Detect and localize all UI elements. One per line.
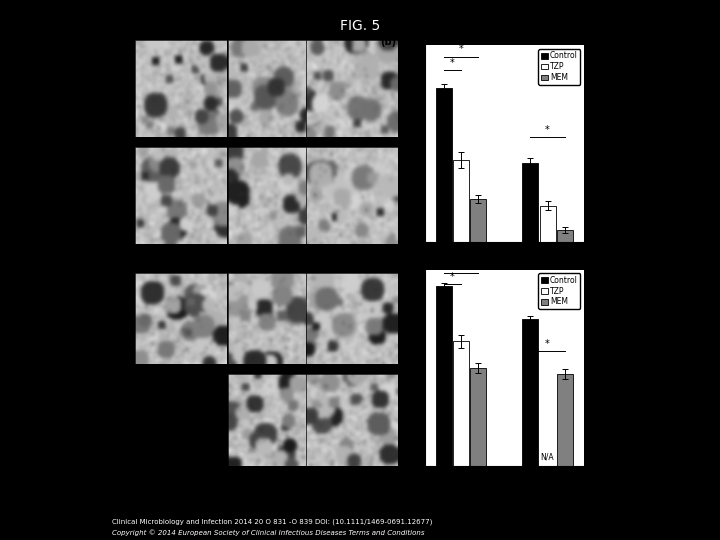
Text: *: * [459,261,463,271]
Text: 84 h: 84 h [119,419,138,428]
Text: *: * [545,339,550,349]
Legend: Control, TZP, MEM: Control, TZP, MEM [539,49,580,85]
Text: N/A: N/A [171,419,187,428]
Text: (b): (b) [380,37,396,48]
Bar [522,319,538,465]
Text: Control: Control [163,265,196,274]
Text: *: * [450,272,454,282]
Text: 36 h: 36 h [119,319,138,328]
Text: TZP: TZP [260,265,276,274]
Text: (a): (a) [114,31,130,41]
Text: MEM: MEM [340,265,361,274]
Text: (c): (c) [114,265,130,275]
Text: FIG. 5: FIG. 5 [340,19,380,33]
Text: Copyright © 2014 European Society of Clinical Infectious Diseases Terms and Cond: Copyright © 2014 European Society of Cli… [112,529,424,536]
Text: 36 h: 36 h [119,92,138,101]
Bar [453,160,469,241]
Text: TZP: TZP [260,31,276,40]
Text: *: * [545,125,550,134]
Text: (d): (d) [380,262,396,272]
Text: MEM: MEM [340,31,361,40]
Bar [453,341,469,465]
Y-axis label: Neutrophils (log₁₀cells/mL): Neutrophils (log₁₀cells/mL) [399,92,408,194]
Bar [470,199,486,241]
Bar [470,368,486,465]
Legend: Control, TZP, MEM: Control, TZP, MEM [539,273,580,309]
Bar [522,163,538,241]
Y-axis label: Neutrophils (log₁₀cells/mL): Neutrophils (log₁₀cells/mL) [399,316,408,418]
Text: *: * [450,58,454,68]
Bar [539,206,556,241]
Bar [557,230,573,241]
Text: 84 h: 84 h [119,188,138,197]
Bar [557,374,573,465]
Text: Control: Control [163,31,196,40]
Bar [436,88,451,241]
Bar [436,286,451,465]
Text: N/A: N/A [541,453,554,462]
Text: Clinical Microbiology and Infection 2014 20 O 831 -O 839 DOI: (10.1111/1469-0691: Clinical Microbiology and Infection 2014… [112,518,432,525]
Text: *: * [459,44,463,55]
